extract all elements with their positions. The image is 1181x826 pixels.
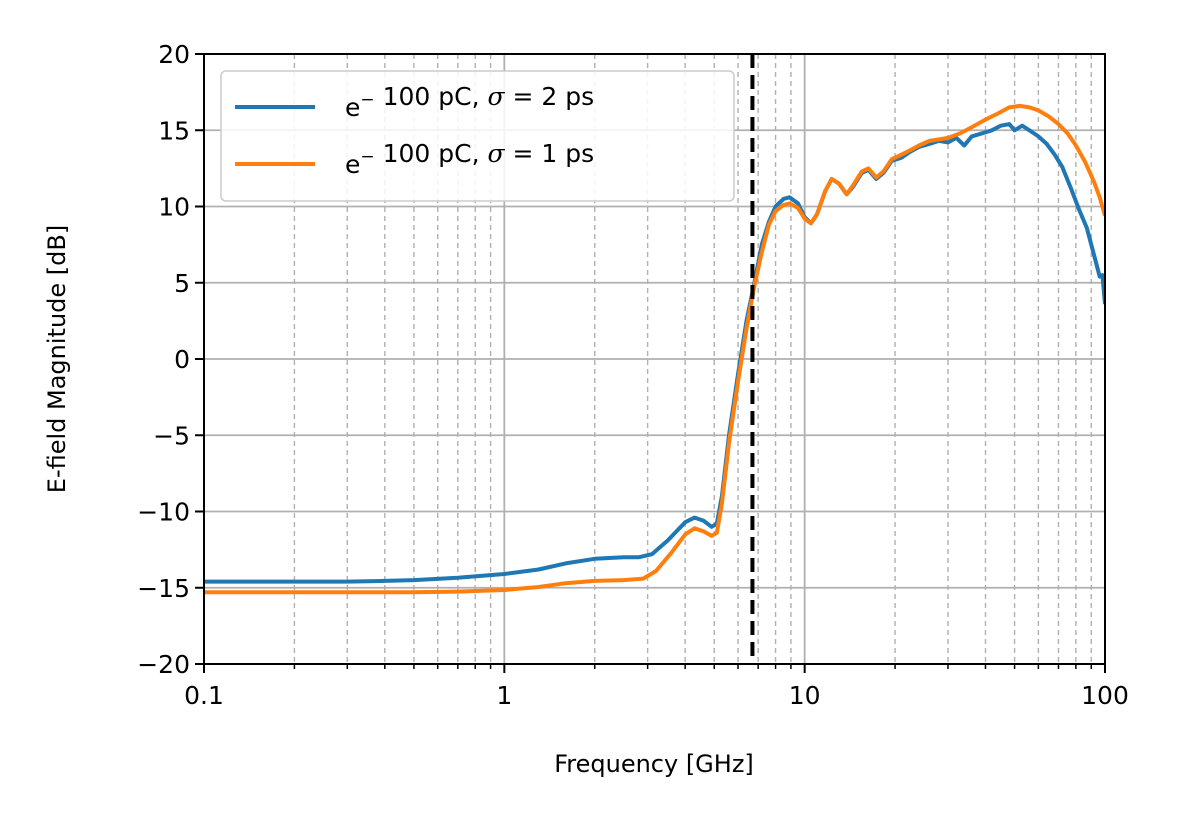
x-axis-label: Frequency [GHz] (554, 750, 754, 778)
y-tick-label: −10 (137, 498, 190, 527)
y-tick-label: 0 (174, 345, 190, 374)
x-tick-label: 1 (496, 681, 512, 710)
x-tick-label: 10 (789, 681, 821, 710)
y-tick-label: 20 (158, 40, 190, 69)
legend-label-2: e− 100 pC, σ = 1 ps (345, 139, 594, 179)
y-tick-label: −20 (137, 650, 190, 679)
axes: 0.1 1 10 100 −20 −15 −10 −5 0 5 10 15 20 (137, 40, 1129, 710)
y-tick-label: 5 (174, 269, 190, 298)
y-tick-label: −5 (153, 421, 190, 450)
y-axis-label: E-field Magnitude [dB] (43, 225, 71, 493)
y-tick-label: 15 (158, 116, 190, 145)
x-tick-label: 100 (1081, 681, 1129, 710)
legend: e− 100 pC, σ = 2 ps e− 100 pC, σ = 1 ps (220, 70, 735, 202)
legend-label-1: e− 100 pC, σ = 2 ps (345, 82, 594, 122)
plot-area (204, 54, 1105, 664)
series-line-2 (204, 103, 1105, 595)
legend-box (220, 70, 735, 202)
x-tick-label: 0.1 (184, 681, 224, 710)
y-tick-label: −15 (137, 574, 190, 603)
y-tick-label: 10 (158, 193, 190, 222)
